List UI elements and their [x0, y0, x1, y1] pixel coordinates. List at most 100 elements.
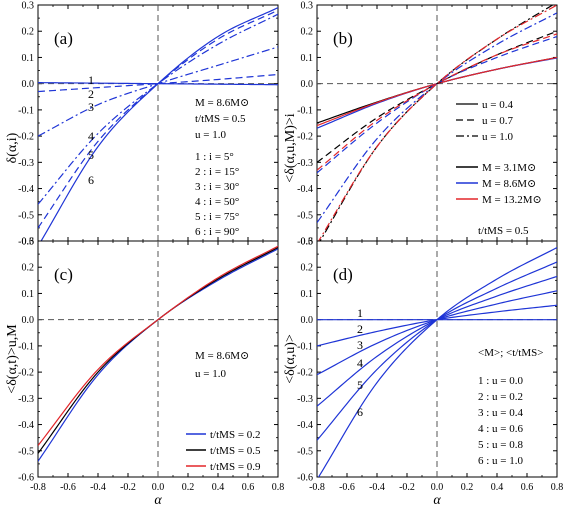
panel-a-curve-label-6: 6	[88, 173, 94, 187]
panel-c-xlabel: α	[154, 493, 162, 508]
panel-d-ylabel: <δ(α,u)>	[283, 334, 298, 384]
x-tick-label: 0.4	[491, 482, 504, 493]
panel-d-legend-6: 6 : u = 1.0	[478, 455, 524, 467]
x-tick-label: 0.8	[551, 482, 564, 493]
panel-a-ylabel: δ(α,i)	[5, 132, 20, 163]
y-tick-label: -0.3	[18, 394, 34, 405]
panel-b-legend-m86: M = 8.6M⊙	[482, 178, 536, 190]
x-tick-label: -0.8	[309, 482, 325, 493]
x-tick-label: 0.2	[461, 482, 474, 493]
y-tick-label: 0.0	[22, 315, 35, 326]
panel-c-annotation-u: u = 1.0	[195, 368, 226, 380]
y-tick-label: 0.1	[301, 53, 314, 64]
panel-a-annotation-u: u = 1.0	[195, 129, 226, 141]
panel-b-legend-u04: u = 0.4	[482, 99, 513, 111]
panel-d-legend-5: 5 : u = 0.8	[478, 439, 524, 451]
y-tick-label: 0.2	[22, 27, 35, 38]
panel-d-series	[317, 241, 557, 477]
panel-a: -0.6 -0.5 -0.4 -0.3 -0.2 -0.1 0.0 0.1 0.2 0.3 (a)…	[5, 1, 279, 248]
y-tick-label: -0.6	[18, 237, 34, 248]
y-tick-label: -0.5	[297, 210, 313, 221]
x-tick-label: -0.6	[60, 482, 76, 493]
panel-c-legend-t02: t/tMS = 0.2	[210, 429, 261, 441]
panel-b-legend-u10: u = 1.0	[482, 131, 513, 143]
y-tick-label: -0.2	[18, 368, 34, 379]
y-tick-label: -0.4	[297, 420, 313, 431]
y-tick-label: 0.3	[301, 1, 314, 12]
panel-d-legend-4: 4 : u = 0.6	[478, 423, 524, 435]
panel-b: -0.6 -0.5 -0.4 -0.3 -0.2 -0.1 0.0 0.1 0.2 0.3 (b)…	[283, 1, 558, 248]
x-tick-label: 0.8	[272, 482, 285, 493]
y-tick-label: -0.1	[297, 341, 313, 352]
panel-a-curve-label-2: 2	[88, 87, 94, 101]
y-tick-label: 0.2	[301, 27, 314, 38]
x-tick-label: 0.2	[182, 482, 195, 493]
panel-d-curve-label-1: 1	[357, 306, 363, 320]
panel-c-legend-t05: t/tMS = 0.5	[210, 445, 261, 457]
series-line-8	[317, 12, 557, 223]
y-tick-label: 0.0	[301, 79, 314, 90]
y-tick-label: -0.2	[297, 368, 313, 379]
series-line-6	[40, 7, 278, 241]
panel-d-curve-label-6: 6	[357, 405, 363, 419]
panel-c-label: (c)	[54, 265, 73, 284]
x-tick-label: -0.4	[90, 482, 106, 493]
x-tick-label: -0.6	[339, 482, 355, 493]
panel-a-curve-label-3: 3	[88, 100, 94, 114]
y-tick-label: -0.4	[297, 184, 313, 195]
y-tick-label: 0.1	[22, 53, 35, 64]
panel-b-legend-m132: M = 13.2M⊙	[482, 194, 542, 206]
panel-b-legend-u07: u = 0.7	[482, 115, 513, 127]
panel-b-ylabel: <δ(α,u,M)>i	[283, 113, 298, 182]
x-tick-label: -0.4	[369, 482, 385, 493]
panel-a-legend-6: 6 : i = 90°	[195, 226, 239, 238]
panel-c: -0.6 -0.5 -0.4 -0.3 -0.2 -0.1 0.0 0.1 0.2 0.3 -0.8…	[5, 237, 284, 509]
panel-a-annotation-mass: M = 8.6M⊙	[195, 97, 249, 109]
x-tick-label: 0.0	[431, 482, 444, 493]
y-tick-label: -0.4	[18, 420, 34, 431]
y-tick-label: 0.1	[301, 289, 314, 300]
panel-d-legend-2: 2 : u = 0.2	[478, 391, 523, 403]
panel-d-legend-3: 3 : u = 0.4	[478, 407, 524, 419]
y-tick-label: -0.1	[297, 105, 313, 116]
panel-a-annotation-time: t/tMS = 0.5	[195, 113, 246, 125]
y-tick-label: 0.3	[301, 237, 314, 248]
panel-a-curve-label-5: 5	[88, 148, 94, 162]
panel-d-curve-label-5: 5	[357, 378, 363, 392]
x-tick-label: -0.2	[120, 482, 136, 493]
panel-c-ylabel: <δ(α,t)>u,M	[5, 324, 20, 394]
panel-a-legend-3: 3 : i = 30°	[195, 181, 239, 193]
y-tick-label: 0.1	[22, 289, 35, 300]
y-tick-label: -0.5	[18, 446, 34, 457]
panel-b-label: (b)	[333, 29, 353, 48]
y-tick-label: 0.3	[22, 237, 35, 248]
series-line-6	[317, 247, 557, 477]
panel-d: -0.6 -0.5 -0.4 -0.3 -0.2 -0.1 0.0 0.1 0.2 0.3 -0.8…	[283, 237, 563, 509]
panel-d-curve-label-3: 3	[357, 338, 363, 352]
panel-a-label: (a)	[54, 29, 73, 48]
panel-d-xlabel: α	[433, 493, 441, 508]
y-tick-label: -0.3	[18, 158, 34, 169]
y-tick-label: 0.2	[301, 263, 314, 274]
panel-d-curve-label-2: 2	[357, 322, 363, 336]
panel-d-legend-title: <M>; <t/tMS>	[478, 347, 543, 359]
y-tick-label: -0.1	[18, 105, 34, 116]
x-tick-label: 0.4	[212, 482, 225, 493]
series-line-3	[38, 245, 278, 446]
y-tick-label: 0.0	[22, 79, 35, 90]
panel-c-legend-t09: t/tMS = 0.9	[210, 461, 261, 473]
y-tick-label: -0.3	[297, 394, 313, 405]
y-tick-label: -0.3	[297, 158, 313, 169]
panel-a-legend-1: 1 : i = 5°	[195, 151, 234, 163]
y-tick-label: 0.2	[22, 263, 35, 274]
y-tick-label: -0.6	[297, 473, 313, 484]
x-tick-label: 0.6	[521, 482, 534, 493]
panel-b-footer-time: t/tMS = 0.5	[478, 225, 529, 237]
panel-d-curve-label-4: 4	[357, 356, 363, 370]
panel-a-legend-2: 2 : i = 15°	[195, 166, 239, 178]
panel-a-legend-5: 5 : i = 75°	[195, 211, 239, 223]
series-line-7	[319, 5, 554, 241]
y-tick-label: -0.6	[18, 473, 34, 484]
panel-c-series	[38, 241, 278, 477]
